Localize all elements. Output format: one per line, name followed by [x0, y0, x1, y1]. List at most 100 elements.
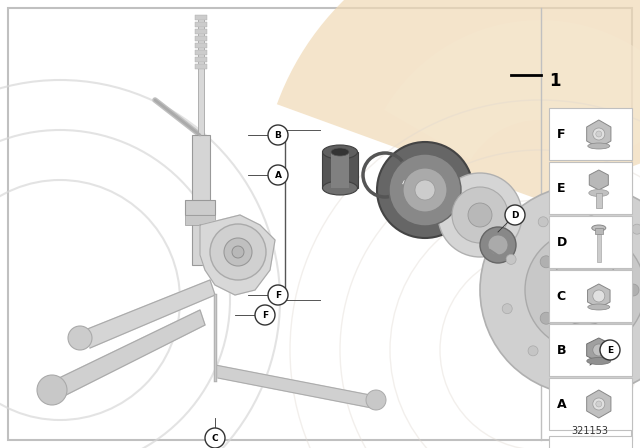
Circle shape [525, 230, 640, 350]
Circle shape [593, 290, 605, 302]
Circle shape [540, 312, 552, 324]
Text: D: D [511, 211, 519, 220]
Circle shape [593, 398, 605, 410]
FancyBboxPatch shape [548, 162, 632, 214]
Polygon shape [588, 284, 610, 308]
FancyBboxPatch shape [195, 50, 207, 55]
Circle shape [224, 238, 252, 266]
Text: C: C [212, 434, 218, 443]
Circle shape [594, 238, 606, 250]
Circle shape [627, 284, 639, 296]
FancyBboxPatch shape [192, 135, 210, 265]
FancyBboxPatch shape [548, 436, 632, 448]
Ellipse shape [588, 143, 610, 149]
Circle shape [268, 285, 288, 305]
FancyBboxPatch shape [195, 43, 207, 48]
Ellipse shape [587, 358, 611, 365]
Text: A: A [557, 397, 566, 410]
Text: B: B [557, 344, 566, 357]
Ellipse shape [331, 148, 349, 156]
FancyBboxPatch shape [331, 152, 349, 188]
Circle shape [600, 340, 620, 360]
Circle shape [389, 154, 461, 226]
Text: E: E [607, 345, 613, 354]
Circle shape [622, 353, 632, 363]
Circle shape [268, 165, 288, 185]
Circle shape [586, 205, 596, 215]
FancyBboxPatch shape [595, 228, 603, 234]
Circle shape [37, 375, 67, 405]
FancyBboxPatch shape [185, 215, 215, 225]
Text: F: F [262, 310, 268, 319]
Circle shape [452, 187, 508, 243]
Circle shape [480, 227, 516, 263]
Circle shape [438, 173, 522, 257]
Circle shape [538, 217, 548, 227]
Text: C: C [557, 289, 566, 302]
Ellipse shape [588, 304, 610, 310]
Circle shape [205, 428, 225, 448]
FancyBboxPatch shape [185, 200, 215, 215]
Circle shape [505, 205, 525, 225]
Ellipse shape [323, 181, 358, 195]
Circle shape [488, 235, 508, 255]
FancyBboxPatch shape [195, 22, 207, 27]
FancyBboxPatch shape [322, 152, 358, 188]
Polygon shape [587, 120, 611, 148]
Circle shape [596, 131, 602, 137]
Circle shape [593, 128, 605, 140]
FancyBboxPatch shape [548, 216, 632, 268]
Circle shape [594, 330, 606, 342]
Circle shape [528, 346, 538, 356]
Polygon shape [215, 365, 372, 408]
Text: 1: 1 [548, 72, 560, 90]
Circle shape [596, 401, 602, 407]
Polygon shape [200, 215, 275, 295]
FancyBboxPatch shape [8, 8, 632, 440]
Circle shape [468, 203, 492, 227]
Ellipse shape [323, 145, 358, 159]
Circle shape [377, 142, 473, 238]
Polygon shape [55, 310, 205, 398]
Text: F: F [557, 128, 565, 141]
Circle shape [480, 185, 640, 395]
Circle shape [366, 390, 386, 410]
Ellipse shape [589, 190, 609, 197]
FancyBboxPatch shape [195, 64, 207, 69]
Text: 321153: 321153 [572, 426, 609, 436]
Circle shape [540, 256, 552, 268]
Text: A: A [275, 171, 282, 180]
FancyBboxPatch shape [195, 36, 207, 41]
Text: D: D [557, 236, 567, 249]
Circle shape [232, 246, 244, 258]
Polygon shape [587, 390, 611, 418]
FancyBboxPatch shape [195, 29, 207, 34]
Circle shape [506, 254, 516, 264]
Ellipse shape [592, 225, 606, 231]
Wedge shape [277, 0, 640, 200]
FancyBboxPatch shape [596, 234, 601, 262]
FancyBboxPatch shape [195, 15, 207, 20]
FancyBboxPatch shape [548, 270, 632, 322]
Text: E: E [557, 181, 565, 194]
Circle shape [255, 305, 275, 325]
Circle shape [567, 272, 603, 308]
Text: F: F [275, 290, 281, 300]
Polygon shape [587, 338, 611, 362]
Circle shape [415, 180, 435, 200]
FancyBboxPatch shape [548, 378, 632, 430]
Circle shape [502, 304, 512, 314]
Circle shape [210, 224, 266, 280]
Circle shape [403, 168, 447, 212]
Circle shape [593, 344, 605, 356]
Text: B: B [275, 130, 282, 139]
Circle shape [268, 125, 288, 145]
Circle shape [550, 255, 620, 325]
Polygon shape [85, 280, 215, 348]
Polygon shape [589, 170, 609, 190]
FancyBboxPatch shape [548, 108, 632, 160]
FancyBboxPatch shape [198, 15, 204, 135]
Circle shape [632, 224, 640, 234]
FancyBboxPatch shape [557, 227, 618, 353]
FancyBboxPatch shape [596, 193, 602, 208]
